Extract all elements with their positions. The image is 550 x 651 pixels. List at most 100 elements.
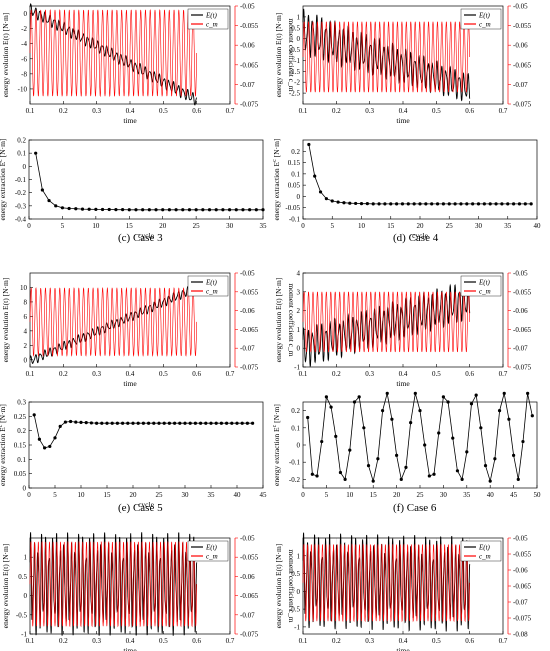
chart-case6-extraction: 0 5 10 15 20 25 30 35 40 45 50 0.2 0.1 0 -0.1 -0.2 energ… [272,391,541,499]
extraction-data-point [87,207,91,211]
y-tick-label: 0 [24,356,28,364]
plot-frame [28,401,264,489]
x-tick-label: 0.4 [399,637,408,645]
x-axis-label: cycle [138,500,154,509]
extraction-data-point [115,421,119,425]
y-tick-label: -4 [21,40,27,48]
y-tick-label: 0 [297,193,301,201]
extraction-data-point [178,421,182,425]
x-axis-label: time [396,379,410,388]
y2-tick-label: -0.065 [513,583,532,591]
extraction-data-point [507,417,511,421]
y2-tick-label: -0.065 [240,61,259,69]
y-tick-label: 1 [297,13,301,21]
y2-tick-label: -0.055 [240,22,259,30]
extraction-data-point [167,421,171,425]
energy-series-line [302,8,471,102]
x-tick-label: 0.4 [126,637,135,645]
extraction-data-point [352,400,357,404]
y-tick-label: -10 [18,85,28,93]
extraction-data-point [110,421,114,425]
y2-tick-label: -0.065 [240,326,259,334]
x-tick-label: 0.4 [399,107,408,115]
extraction-data-point [235,421,239,425]
extraction-data-point [214,208,218,212]
extraction-data-point [95,421,99,425]
extraction-data-point [121,421,125,425]
y-tick-label: 0.2 [17,137,26,145]
extraction-data-point [437,431,441,435]
extraction-data-point [354,201,358,206]
extraction-data-point [245,421,249,425]
extraction-data-point [89,421,93,425]
cm-series-line [302,291,470,353]
extraction-data-point [469,402,474,406]
x-tick-label: 30 [440,491,448,499]
x-tick-label: 0.5 [432,637,441,645]
extraction-data-point [43,446,47,450]
extraction-data-point [418,202,422,206]
y-tick-label: 4 [297,270,301,278]
x-tick-label: 0.3 [365,370,374,378]
chart-case3-evolution: 0.1 0.2 0.3 0.4 0.5 0.6 0.7 0 -2 -4 -6 -8 -10 time ene… [1,3,296,126]
legend-entry-label: E(t) [205,544,218,552]
x-tick-label: 25 [417,491,425,499]
extraction-data-point [338,470,343,475]
y-tick-label: -1 [21,631,27,639]
extraction-data-point [54,204,58,208]
energy-series-line [302,278,471,368]
extraction-data-point [424,202,428,206]
extraction-data-point [74,207,78,211]
x-tick-label: 20 [417,222,425,230]
x-tick-label: 5 [331,222,335,230]
extraction-data-point [488,479,492,483]
y-axis-label: energy extraction Ec [N·m] [272,404,281,486]
extraction-data-point [343,477,347,481]
y2-tick-label: -0.055 [240,554,259,562]
x-tick-label: 35 [504,222,512,230]
x-tick-label: 20 [393,491,401,499]
extraction-data-point [474,393,478,397]
y-axis-label: energy evolution E(t) [N·m] [274,544,283,629]
extraction-data-point [221,208,225,212]
plot-frame [28,139,264,220]
caption-case-3: (c) Case 3 [118,232,163,244]
extraction-data-point [497,409,502,413]
x-tick-label: 0.2 [332,637,341,645]
y-tick-label: -0.2 [289,476,301,484]
extraction-data-point [207,208,212,212]
extraction-data-point [131,421,135,425]
extraction-data-point [47,198,51,203]
extraction-data-point [107,207,111,212]
y-tick-label: 6 [24,313,28,321]
extraction-data-point [225,421,229,425]
extraction-data-point [147,208,151,212]
extraction-data-point [516,477,520,481]
extraction-data-point [310,472,314,476]
x-tick-label: 15 [387,222,395,230]
y-tick-label: -0.5 [289,606,301,614]
extraction-data-point [313,174,317,178]
chart-case8-evolution: 0.1 0.2 0.3 0.4 0.5 0.6 0.7 1 0.5 0 -0.5 -1 time ener… [274,532,532,651]
extraction-data-point [183,421,187,425]
x-tick-label: 0.1 [299,370,308,378]
y-tick-label: 0.15 [14,442,27,450]
extraction-data-point [371,479,375,483]
x-tick-label: 10 [78,491,86,499]
extraction-data-point [511,453,516,457]
cm-series-line [302,21,470,93]
x-tick-label: 30 [475,222,483,230]
y-tick-label: 0.05 [288,182,301,190]
y2-tick-label: -0.05 [240,535,255,543]
y2-tick-label: -0.06 [513,42,528,50]
extraction-data-point [446,400,450,404]
y-axis-label-superscript: c [0,424,4,427]
extraction-data-point [80,207,85,211]
extraction-data-point [447,202,451,206]
extraction-data-point [32,413,36,417]
extraction-data-point [493,457,497,461]
x-axis-label: cycle [412,231,428,240]
x-tick-label: 0.6 [465,370,474,378]
extraction-data-point [67,206,71,211]
y-axis-label: energy evolution E(t) [N·m] [1,544,10,629]
